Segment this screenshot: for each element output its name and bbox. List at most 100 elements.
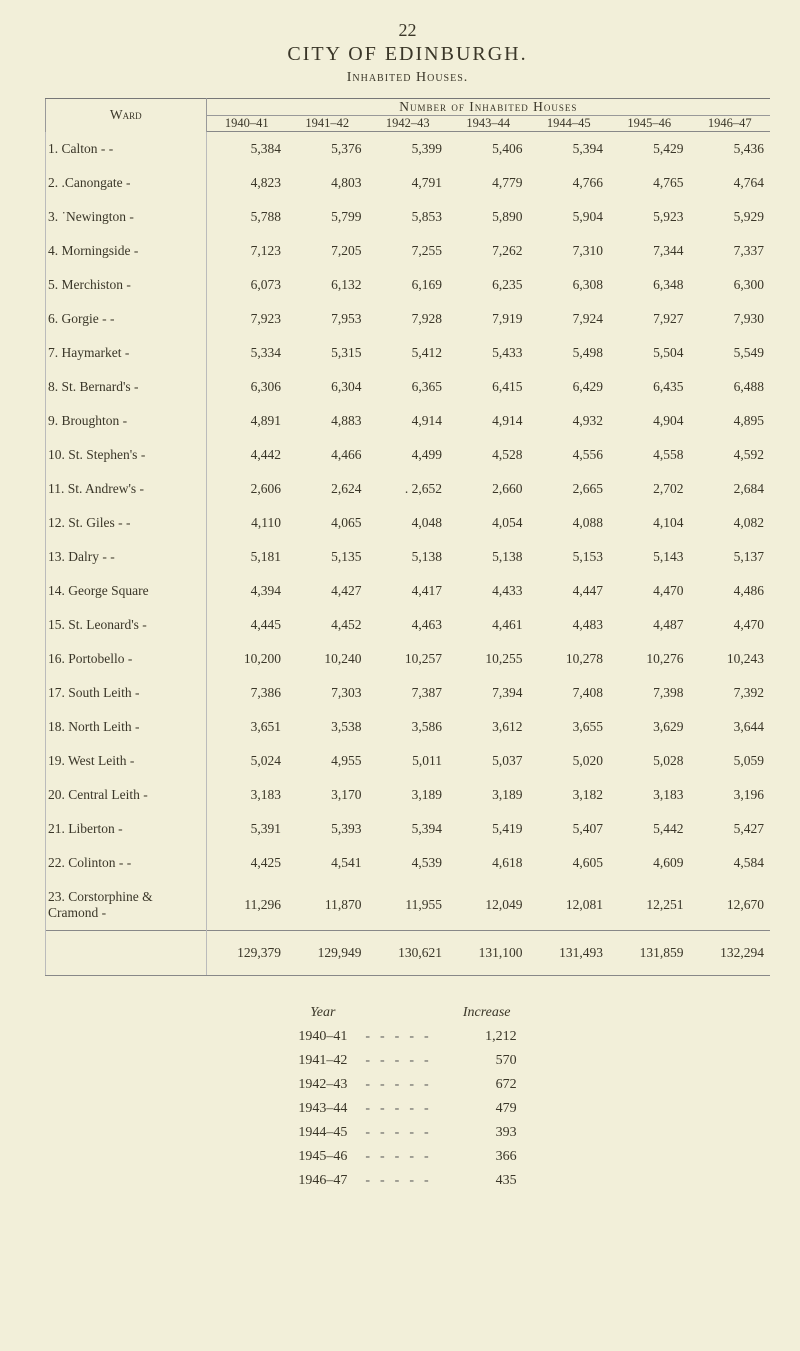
ward-name-cell: 9. Broughton - [46, 404, 207, 438]
value-cell: 4,904 [609, 404, 689, 438]
value-cell: 2,660 [448, 472, 528, 506]
value-cell: 6,304 [287, 370, 367, 404]
totals-blank [46, 931, 207, 976]
table-row: 6. Gorgie - -7,9237,9537,9287,9197,9247,… [46, 302, 771, 336]
value-cell: 5,020 [528, 744, 608, 778]
value-cell: 5,393 [287, 812, 367, 846]
value-cell: 12,049 [448, 880, 528, 931]
value-cell: 6,308 [528, 268, 608, 302]
table-row: 14. George Square4,3944,4274,4174,4334,4… [46, 574, 771, 608]
value-cell: 7,394 [448, 676, 528, 710]
value-cell: 4,584 [689, 846, 770, 880]
table-row: 15. St. Leonard's -4,4454,4524,4634,4614… [46, 608, 771, 642]
ward-name-cell: 15. St. Leonard's - [46, 608, 207, 642]
value-cell: 5,412 [368, 336, 448, 370]
ward-name-cell: 6. Gorgie - - [46, 302, 207, 336]
value-cell: 10,278 [528, 642, 608, 676]
value-cell: 5,406 [448, 132, 528, 167]
value-cell: 3,183 [609, 778, 689, 812]
ward-name-cell: 7. Haymarket - [46, 336, 207, 370]
value-cell: 7,924 [528, 302, 608, 336]
ward-name-cell: 1. Calton - - [46, 132, 207, 167]
value-cell: 7,337 [689, 234, 770, 268]
value-cell: 4,417 [368, 574, 448, 608]
yi-dashes: ----- [357, 1026, 446, 1048]
year-header: 1943–44 [448, 116, 528, 132]
total-cell: 129,379 [206, 931, 287, 976]
ward-name-cell: 21. Liberton - [46, 812, 207, 846]
value-cell: 4,499 [368, 438, 448, 472]
year-header: 1945–46 [609, 116, 689, 132]
value-cell: 3,189 [368, 778, 448, 812]
value-cell: 4,466 [287, 438, 367, 472]
value-cell: 10,240 [287, 642, 367, 676]
value-cell: 3,644 [689, 710, 770, 744]
year-increase-row: 1946–47-----435 [290, 1170, 524, 1192]
value-cell: 4,891 [206, 404, 287, 438]
ward-name-cell: 14. George Square [46, 574, 207, 608]
value-cell: 6,488 [689, 370, 770, 404]
ward-name-cell: 8. St. Bernard's - [46, 370, 207, 404]
value-cell: 4,470 [689, 608, 770, 642]
value-cell: 2,702 [609, 472, 689, 506]
ward-name-cell: 19. West Leith - [46, 744, 207, 778]
ward-name-cell: 23. Corstorphine & Cramond - [46, 880, 207, 931]
value-cell: 4,932 [528, 404, 608, 438]
table-row: 7. Haymarket -5,3345,3155,4125,4335,4985… [46, 336, 771, 370]
value-cell: 6,365 [368, 370, 448, 404]
table-row: 13. Dalry - -5,1815,1355,1385,1385,1535,… [46, 540, 771, 574]
value-cell: 4,463 [368, 608, 448, 642]
value-cell: 4,470 [609, 574, 689, 608]
value-cell: 4,104 [609, 506, 689, 540]
table-row: 1. Calton - -5,3845,3765,3995,4065,3945,… [46, 132, 771, 167]
value-cell: 7,310 [528, 234, 608, 268]
value-cell: 5,436 [689, 132, 770, 167]
value-cell: 4,823 [206, 166, 287, 200]
table-row: 16. Portobello -10,20010,24010,25710,255… [46, 642, 771, 676]
value-cell: 7,386 [206, 676, 287, 710]
value-cell: 3,651 [206, 710, 287, 744]
value-cell: 10,255 [448, 642, 528, 676]
value-cell: 2,665 [528, 472, 608, 506]
table-row: 5. Merchiston -6,0736,1326,1696,2356,308… [46, 268, 771, 302]
table-row: 4. Morningside -7,1237,2057,2557,2627,31… [46, 234, 771, 268]
value-cell: 4,487 [609, 608, 689, 642]
value-cell: 5,391 [206, 812, 287, 846]
value-cell: 5,037 [448, 744, 528, 778]
value-cell: 4,618 [448, 846, 528, 880]
table-row: 11. St. Andrew's -2,6062,624. 2,6522,660… [46, 472, 771, 506]
table-row: 20. Central Leith -3,1833,1703,1893,1893… [46, 778, 771, 812]
value-cell: 7,923 [206, 302, 287, 336]
value-cell: 4,065 [287, 506, 367, 540]
yi-dashes: ----- [357, 1170, 446, 1192]
value-cell: 4,541 [287, 846, 367, 880]
ward-name-cell: 17. South Leith - [46, 676, 207, 710]
value-cell: 4,054 [448, 506, 528, 540]
value-cell: 6,235 [448, 268, 528, 302]
group-header: Number of Inhabited Houses [206, 99, 770, 116]
total-cell: 132,294 [689, 931, 770, 976]
ward-name-cell: 12. St. Giles - - [46, 506, 207, 540]
table-row: 22. Colinton - -4,4254,5414,5394,6184,60… [46, 846, 771, 880]
yi-increase-value: 479 [449, 1098, 525, 1120]
value-cell: 4,452 [287, 608, 367, 642]
year-increase-row: 1941–42-----570 [290, 1050, 524, 1072]
value-cell: 7,953 [287, 302, 367, 336]
totals-row: 129,379129,949130,621131,100131,493131,8… [46, 931, 771, 976]
total-cell: 131,859 [609, 931, 689, 976]
year-header: 1944–45 [528, 116, 608, 132]
value-cell: 5,853 [368, 200, 448, 234]
yi-increase-value: 393 [449, 1122, 525, 1144]
ward-name-cell: 20. Central Leith - [46, 778, 207, 812]
value-cell: 4,914 [368, 404, 448, 438]
value-cell: 3,170 [287, 778, 367, 812]
yi-year: 1945–46 [290, 1146, 355, 1168]
value-cell: 6,415 [448, 370, 528, 404]
value-cell: 4,592 [689, 438, 770, 472]
value-cell: 3,538 [287, 710, 367, 744]
yi-increase-value: 570 [449, 1050, 525, 1072]
table-row: 2. .Canongate -4,8234,8034,7914,7794,766… [46, 166, 771, 200]
ward-name-cell: 16. Portobello - [46, 642, 207, 676]
value-cell: 6,429 [528, 370, 608, 404]
ward-name-cell: 5. Merchiston - [46, 268, 207, 302]
